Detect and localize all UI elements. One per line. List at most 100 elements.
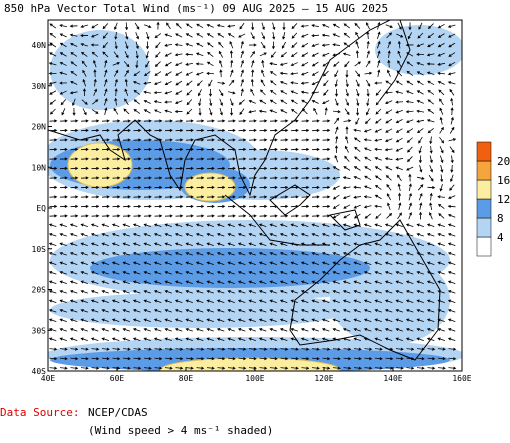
wind-arrow bbox=[164, 81, 172, 86]
wind-arrow bbox=[101, 337, 109, 342]
wind-arrow bbox=[164, 337, 172, 342]
wind-arrow bbox=[427, 186, 436, 190]
wind-arrow bbox=[342, 299, 351, 304]
wind-arrow bbox=[240, 78, 244, 87]
wind-arrow bbox=[185, 128, 194, 132]
wind-arrow bbox=[195, 62, 204, 66]
wind-arrow bbox=[124, 78, 128, 87]
wind-arrow bbox=[342, 252, 351, 256]
wind-arrow bbox=[229, 50, 233, 59]
wind-arrow bbox=[196, 147, 205, 151]
wind-arrow bbox=[387, 202, 391, 210]
wind-arrow bbox=[405, 261, 414, 266]
wind-arrow bbox=[248, 157, 257, 161]
wind-arrow bbox=[154, 61, 161, 67]
wind-arrow bbox=[416, 90, 424, 95]
wind-arrow bbox=[143, 109, 151, 114]
wind-arrow bbox=[59, 233, 67, 237]
note: (Wind speed > 4 ms⁻¹ shaded) bbox=[88, 424, 273, 437]
wind-arrow bbox=[122, 204, 131, 208]
wind-arrow bbox=[416, 309, 424, 313]
wind-arrow bbox=[259, 347, 268, 351]
wind-arrow bbox=[261, 59, 265, 68]
wind-arrow bbox=[405, 100, 414, 104]
wind-arrow bbox=[374, 347, 383, 351]
wind-arrow bbox=[93, 69, 97, 78]
wind-arrow bbox=[143, 242, 151, 247]
wind-arrow bbox=[175, 347, 184, 351]
wind-arrow bbox=[416, 299, 424, 304]
wind-arrow bbox=[174, 233, 183, 237]
wind-arrow bbox=[227, 233, 235, 237]
wind-arrow bbox=[133, 195, 142, 199]
wind-arrow bbox=[355, 70, 361, 77]
wind-arrow bbox=[59, 24, 67, 28]
wind-arrow bbox=[164, 290, 172, 294]
wind-arrow bbox=[237, 309, 246, 313]
wind-arrow bbox=[269, 128, 278, 132]
wind-arrow bbox=[437, 33, 445, 38]
wind-arrow bbox=[206, 309, 214, 313]
wind-arrow bbox=[301, 147, 310, 151]
wind-arrow bbox=[322, 52, 330, 57]
wind-arrow bbox=[132, 242, 141, 247]
wind-arrow bbox=[135, 41, 139, 50]
wind-arrow bbox=[375, 89, 382, 96]
wind-arrow bbox=[217, 138, 226, 142]
lon-label: 40E bbox=[41, 374, 56, 383]
wind-arrow bbox=[216, 328, 225, 332]
wind-arrow bbox=[91, 138, 100, 142]
title: 850 hPa Vector Total Wind (ms⁻¹) 09 AUG … bbox=[4, 2, 388, 15]
wind-arrow bbox=[164, 52, 172, 57]
wind-arrow bbox=[70, 52, 78, 57]
colorbar-swatch bbox=[476, 179, 492, 200]
wind-arrow bbox=[385, 357, 394, 361]
wind-arrow bbox=[196, 176, 205, 180]
wind-arrow bbox=[101, 309, 109, 313]
wind-arrow bbox=[101, 128, 110, 132]
wind-arrow bbox=[206, 290, 214, 294]
wind-arrow bbox=[82, 108, 87, 116]
wind-arrow bbox=[321, 271, 330, 275]
wind-arrow bbox=[59, 128, 68, 132]
wind-arrow bbox=[363, 318, 372, 323]
wind-arrow bbox=[72, 107, 76, 116]
wind-arrow bbox=[290, 128, 299, 132]
colorbar-swatch bbox=[476, 141, 492, 162]
wind-arrow bbox=[384, 299, 393, 304]
wind-arrow bbox=[114, 31, 118, 40]
wind-arrow bbox=[101, 195, 110, 199]
wind-arrow bbox=[374, 318, 382, 323]
wind-arrow bbox=[395, 119, 403, 124]
wind-arrow bbox=[59, 271, 67, 275]
wind-arrow bbox=[300, 223, 309, 228]
wind-arrow bbox=[48, 223, 57, 228]
wind-arrow bbox=[103, 88, 108, 96]
wind-arrow bbox=[427, 33, 435, 39]
wind-arrow bbox=[59, 42, 67, 48]
wind-arrow bbox=[301, 166, 310, 170]
wind-arrow bbox=[195, 290, 204, 294]
wind-arrow bbox=[406, 128, 414, 133]
wind-arrow bbox=[416, 80, 424, 86]
wind-arrow bbox=[112, 214, 121, 218]
wind-arrow bbox=[334, 70, 339, 78]
wind-arrow bbox=[153, 233, 162, 237]
wind-arrow bbox=[59, 261, 67, 266]
wind-arrow bbox=[112, 138, 121, 142]
wind-arrow bbox=[248, 357, 257, 361]
wind-arrow bbox=[321, 280, 330, 285]
wind-arrow bbox=[342, 271, 351, 275]
wind-arrow bbox=[92, 99, 99, 105]
wind-arrow bbox=[69, 261, 78, 266]
wind-arrow bbox=[112, 166, 121, 170]
wind-arrow bbox=[290, 252, 298, 256]
wind-arrow bbox=[259, 357, 268, 361]
wind-arrow bbox=[238, 99, 245, 105]
wind-arrow bbox=[80, 366, 89, 370]
wind-arrow bbox=[344, 108, 350, 116]
wind-arrow bbox=[332, 110, 341, 114]
wind-arrow bbox=[280, 90, 288, 95]
wind-arrow bbox=[122, 337, 130, 342]
wind-arrow bbox=[114, 97, 118, 106]
